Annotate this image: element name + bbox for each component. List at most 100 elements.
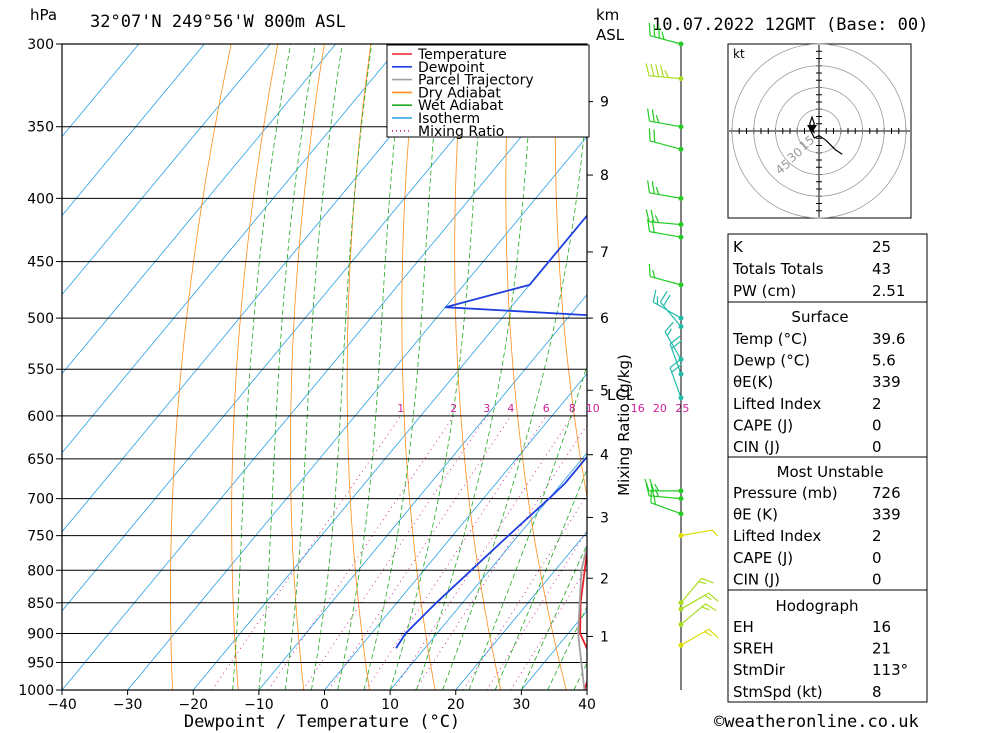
indices-table: K 25 Totals Totals 43 PW (cm) 2.51 bbox=[727, 233, 928, 303]
height-tick-label: 1 bbox=[600, 629, 609, 645]
table-row-label: CIN (J) bbox=[733, 570, 780, 588]
wind-barb bbox=[647, 108, 684, 130]
wind-barb-flag bbox=[669, 335, 681, 345]
wind-barb-flag bbox=[705, 603, 717, 612]
pressure-axis: 300 350 400 450 500 550 600 650 700 750 800 850 900 9… bbox=[18, 37, 62, 699]
mixing-ratio-line bbox=[365, 415, 547, 690]
x-tick-label: 30 bbox=[512, 697, 530, 713]
table-row-value: 21 bbox=[872, 640, 891, 658]
hodograph-trace bbox=[808, 115, 843, 155]
hodograph-ring bbox=[796, 108, 842, 154]
table-row-label: θE(K) bbox=[733, 373, 773, 391]
wind-barb-flag bbox=[654, 483, 660, 492]
hodograph-ring bbox=[753, 65, 885, 197]
wind-barb bbox=[647, 180, 684, 201]
copyright: ©weatheronline.co.uk bbox=[714, 712, 919, 732]
wind-barb bbox=[645, 483, 684, 502]
mixing-ratio-axis-title: Mixing Ratio (g/kg) bbox=[615, 354, 633, 496]
height-tick-label: 6 bbox=[600, 311, 609, 327]
x-tick-label: 10 bbox=[381, 697, 399, 713]
wind-barb-flag bbox=[653, 24, 656, 37]
pressure-tick-label: 850 bbox=[27, 596, 54, 612]
x-tick-label: −30 bbox=[113, 697, 143, 713]
surface-table: Surface Temp (°C) 39.6 Dewp (°C) 5.6 θE(K) 33… bbox=[727, 301, 928, 458]
table-row-label: Dewp (°C) bbox=[733, 352, 810, 370]
table-row-label: CIN (J) bbox=[733, 438, 780, 456]
table-row-label: Pressure (mb) bbox=[733, 484, 838, 502]
wet-adiabat-line bbox=[416, 44, 536, 690]
wind-barb bbox=[678, 529, 719, 539]
table-row-value: 113° bbox=[872, 661, 908, 679]
wind-barb-dot bbox=[678, 124, 684, 130]
height-tick-label: 3 bbox=[600, 510, 609, 526]
mixing-ratio-label: 8 bbox=[569, 402, 576, 415]
most-unstable-title: Most Unstable bbox=[777, 463, 884, 481]
wind-barb-flag bbox=[647, 108, 651, 122]
wind-barb-shaft bbox=[649, 120, 682, 128]
wind-barb-shaft bbox=[680, 628, 710, 646]
table-row-label: θE (K) bbox=[733, 506, 778, 524]
mixing-ratio-line bbox=[393, 415, 573, 690]
isotherm-line bbox=[62, 44, 271, 296]
wind-barb-shaft bbox=[659, 301, 682, 327]
storm-motion-marker bbox=[807, 125, 817, 133]
mixing-ratio-label: 4 bbox=[507, 402, 514, 415]
isotherm-line bbox=[62, 44, 337, 375]
table-row-value: 726 bbox=[872, 484, 901, 502]
table-row-value: 25 bbox=[872, 238, 891, 256]
table-row-label: Lifted Index bbox=[733, 527, 821, 545]
wind-barbs bbox=[644, 23, 719, 648]
wind-barb-flag bbox=[671, 363, 682, 373]
hodograph-stats-box bbox=[727, 589, 928, 703]
hodograph-table-title: Hodograph bbox=[775, 597, 858, 615]
wind-barb-flag bbox=[655, 115, 660, 124]
wind-barb-shaft bbox=[649, 276, 682, 286]
table-row-value: 0 bbox=[872, 549, 882, 567]
x-tick-label: −40 bbox=[47, 697, 77, 713]
table-row-label: Lifted Index bbox=[733, 395, 821, 413]
wind-barb-flag bbox=[704, 594, 712, 601]
legend-entry: Dewpoint bbox=[418, 60, 485, 76]
table-row-value: 339 bbox=[872, 373, 901, 391]
mixing-ratio-label: 2 bbox=[450, 402, 457, 415]
wind-barb bbox=[645, 209, 684, 228]
wind-barb-shaft bbox=[649, 140, 682, 150]
wind-barb-flag bbox=[658, 25, 660, 39]
wind-barb-flag bbox=[648, 128, 651, 141]
wind-barb bbox=[678, 577, 714, 606]
wind-barb-flag bbox=[701, 606, 710, 611]
pressure-tick-label: 300 bbox=[27, 37, 54, 53]
wind-barb-flag bbox=[645, 483, 650, 496]
table-row-label: Totals Totals bbox=[732, 260, 824, 278]
pressure-tick-label: 600 bbox=[27, 409, 54, 425]
table-row-value: 0 bbox=[872, 570, 882, 588]
wind-barb-flag bbox=[671, 340, 682, 349]
plot-frame bbox=[61, 43, 588, 691]
table-row-value: 43 bbox=[872, 260, 891, 278]
table-row-value: 2 bbox=[872, 395, 882, 413]
isotherm-line bbox=[258, 294, 587, 690]
pressure-tick-label: 950 bbox=[27, 655, 54, 671]
x-tick-label: 0 bbox=[320, 697, 329, 713]
mixing-ratio-line bbox=[267, 415, 455, 690]
height-tick-label: 2 bbox=[600, 571, 609, 587]
pressure-tick-label: 750 bbox=[27, 529, 54, 545]
isotherm-line bbox=[455, 531, 587, 690]
wet-adiabat-line bbox=[232, 44, 292, 690]
wind-barb bbox=[648, 23, 684, 47]
dry-adiabat-line bbox=[290, 44, 325, 690]
table-row-label: SREH bbox=[733, 640, 774, 658]
wind-barb-flag bbox=[651, 219, 655, 233]
wind-barb-shaft bbox=[669, 343, 682, 375]
wind-barb bbox=[659, 290, 684, 330]
table-row-value: 0 bbox=[872, 438, 882, 456]
wind-barb bbox=[648, 128, 684, 152]
mixing-ratio-label: 3 bbox=[483, 402, 490, 415]
wind-barb-flag bbox=[663, 294, 671, 307]
temperature-line bbox=[579, 545, 587, 690]
wind-barb-flag bbox=[653, 129, 656, 143]
mixing-ratio-label: 6 bbox=[543, 402, 550, 415]
